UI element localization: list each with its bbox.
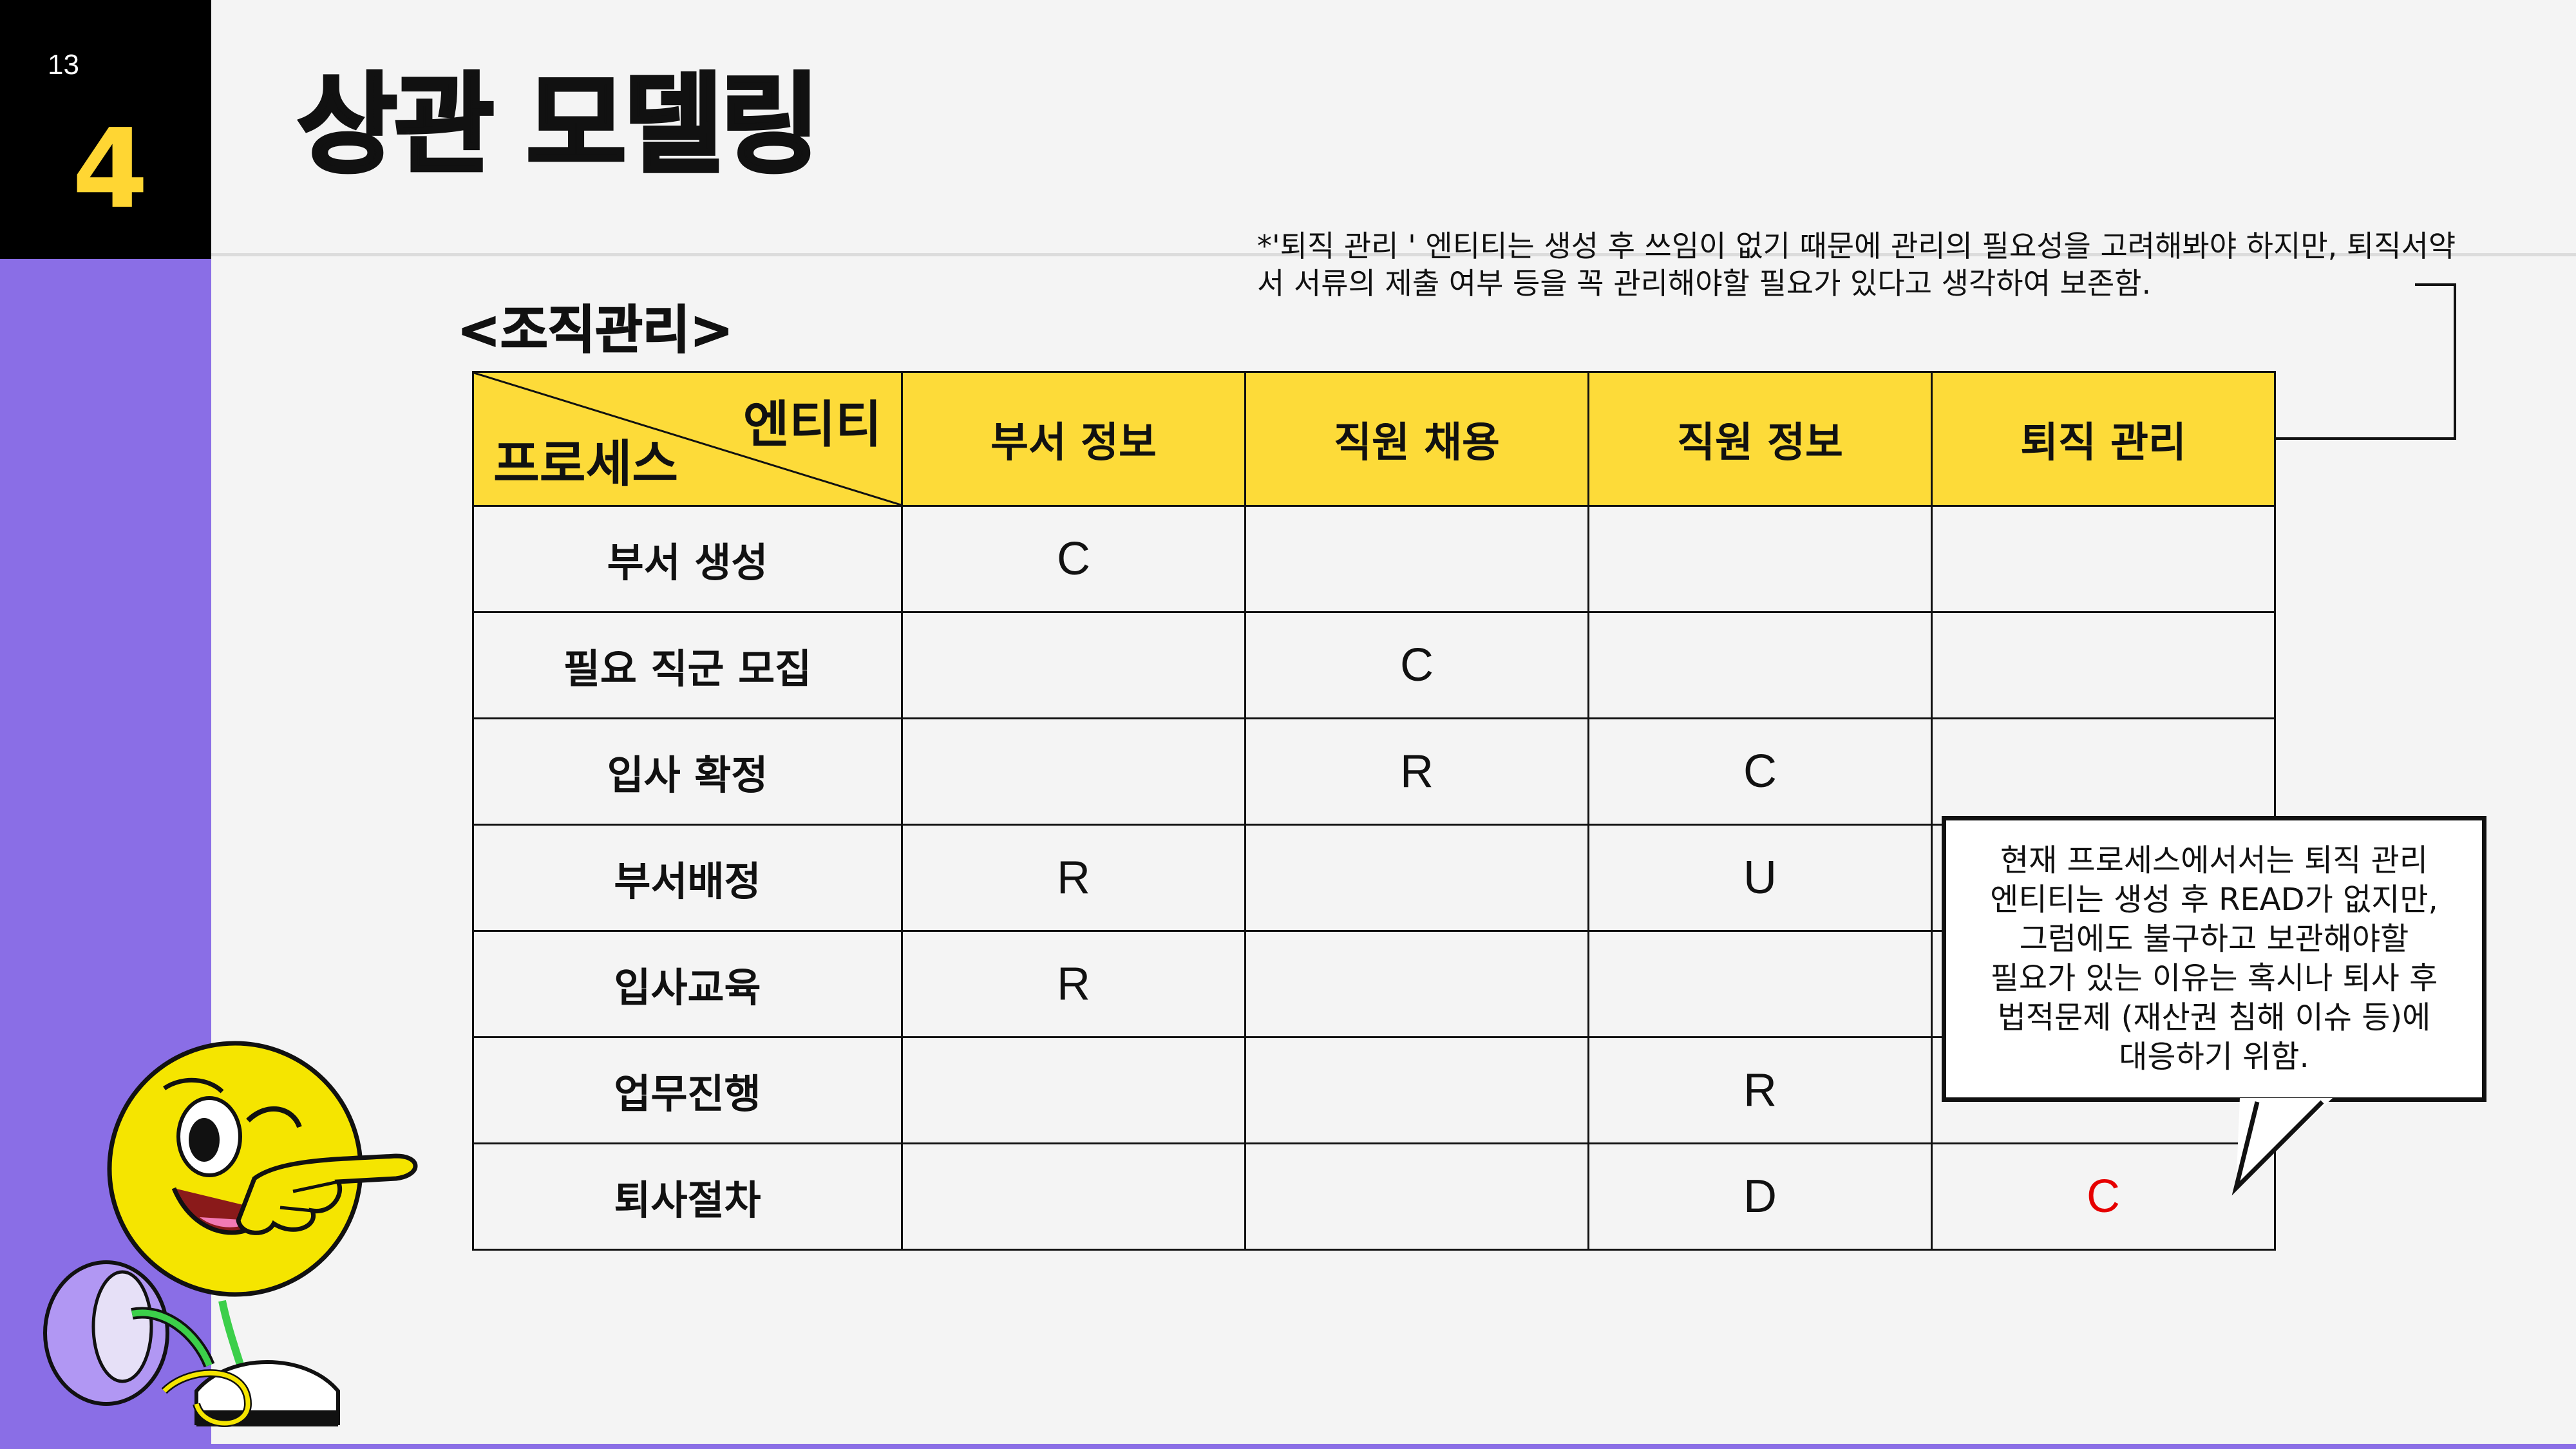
- footer-line: [211, 1444, 2576, 1449]
- crud-cell: [901, 717, 1246, 826]
- section-number: 4: [72, 106, 149, 233]
- crud-matrix-table: 엔티티 프로세스 부서 정보 직원 채용 직원 정보 퇴직 관리 부서 생성 C…: [472, 371, 2276, 1251]
- crud-cell: C: [901, 505, 1246, 613]
- crud-cell: [901, 611, 1246, 719]
- process-label: 퇴사절차: [472, 1142, 903, 1251]
- crud-cell: [1244, 930, 1589, 1038]
- crud-cell: [901, 1142, 1246, 1251]
- crud-cell: [901, 1036, 1246, 1144]
- table-row: 입사 확정 R C: [472, 717, 2276, 826]
- crud-cell: [1587, 505, 1933, 613]
- callout-text: 현재 프로세스에서서는 퇴직 관리 엔티티는 생성 후 READ가 없지만, 그…: [1990, 842, 2438, 1075]
- process-label: 필요 직군 모집: [472, 611, 903, 719]
- crud-cell-highlight: C: [1931, 1142, 2276, 1251]
- crud-cell: [1931, 717, 2276, 826]
- process-label: 부서배정: [472, 824, 903, 932]
- corner-diagonal: [474, 373, 901, 505]
- table-row: 부서 생성 C: [472, 505, 2276, 613]
- crud-cell: [1931, 611, 2276, 719]
- crud-cell: C: [1244, 611, 1589, 719]
- table-header-row: 엔티티 프로세스 부서 정보 직원 채용 직원 정보 퇴직 관리: [472, 371, 2276, 507]
- crud-cell: [1244, 824, 1589, 932]
- retention-note: *'퇴직 관리 ' 엔티티는 생성 후 쓰임이 없기 때문에 관리의 필요성을 …: [1257, 229, 2456, 301]
- speech-bubble-callout: 현재 프로세스에서서는 퇴직 관리 엔티티는 생성 후 READ가 없지만, 그…: [1942, 816, 2486, 1102]
- sidebar-black-block: [0, 0, 211, 259]
- process-label: 입사교육: [472, 930, 903, 1038]
- header-divider: [211, 253, 2576, 256]
- table-corner-cell: 엔티티 프로세스: [472, 371, 903, 507]
- process-label: 입사 확정: [472, 717, 903, 826]
- crud-cell: [1244, 505, 1589, 613]
- entity-header: 직원 정보: [1587, 371, 1933, 507]
- corner-entity-label: 엔티티: [743, 396, 882, 454]
- corner-process-label: 프로세스: [493, 435, 679, 493]
- entity-header: 부서 정보: [901, 371, 1246, 507]
- process-label: 업무진행: [472, 1036, 903, 1144]
- entity-header: 퇴직 관리: [1931, 371, 2276, 507]
- entity-header: 직원 채용: [1244, 371, 1589, 507]
- table-row: 필요 직군 모집 C: [472, 611, 2276, 719]
- crud-cell: C: [1587, 717, 1933, 826]
- section-subtitle: <조직관리>: [457, 299, 734, 361]
- page-title: 상관 모델링: [296, 62, 822, 188]
- crud-cell: [1587, 930, 1933, 1038]
- crud-cell: [1244, 1142, 1589, 1251]
- crud-cell: D: [1587, 1142, 1933, 1251]
- page-number: 13: [48, 49, 79, 80]
- crud-cell: [1244, 1036, 1589, 1144]
- crud-cell: U: [1587, 824, 1933, 932]
- crud-cell: [1587, 611, 1933, 719]
- process-label: 부서 생성: [472, 505, 903, 613]
- crud-cell: [1931, 505, 2276, 613]
- crud-cell: R: [1587, 1036, 1933, 1144]
- crud-cell: R: [901, 930, 1246, 1038]
- crud-cell: R: [901, 824, 1246, 932]
- smiley-mascot-pointing: [43, 1041, 418, 1427]
- table-row: 퇴사절차 D C: [472, 1142, 2276, 1251]
- crud-cell: R: [1244, 717, 1589, 826]
